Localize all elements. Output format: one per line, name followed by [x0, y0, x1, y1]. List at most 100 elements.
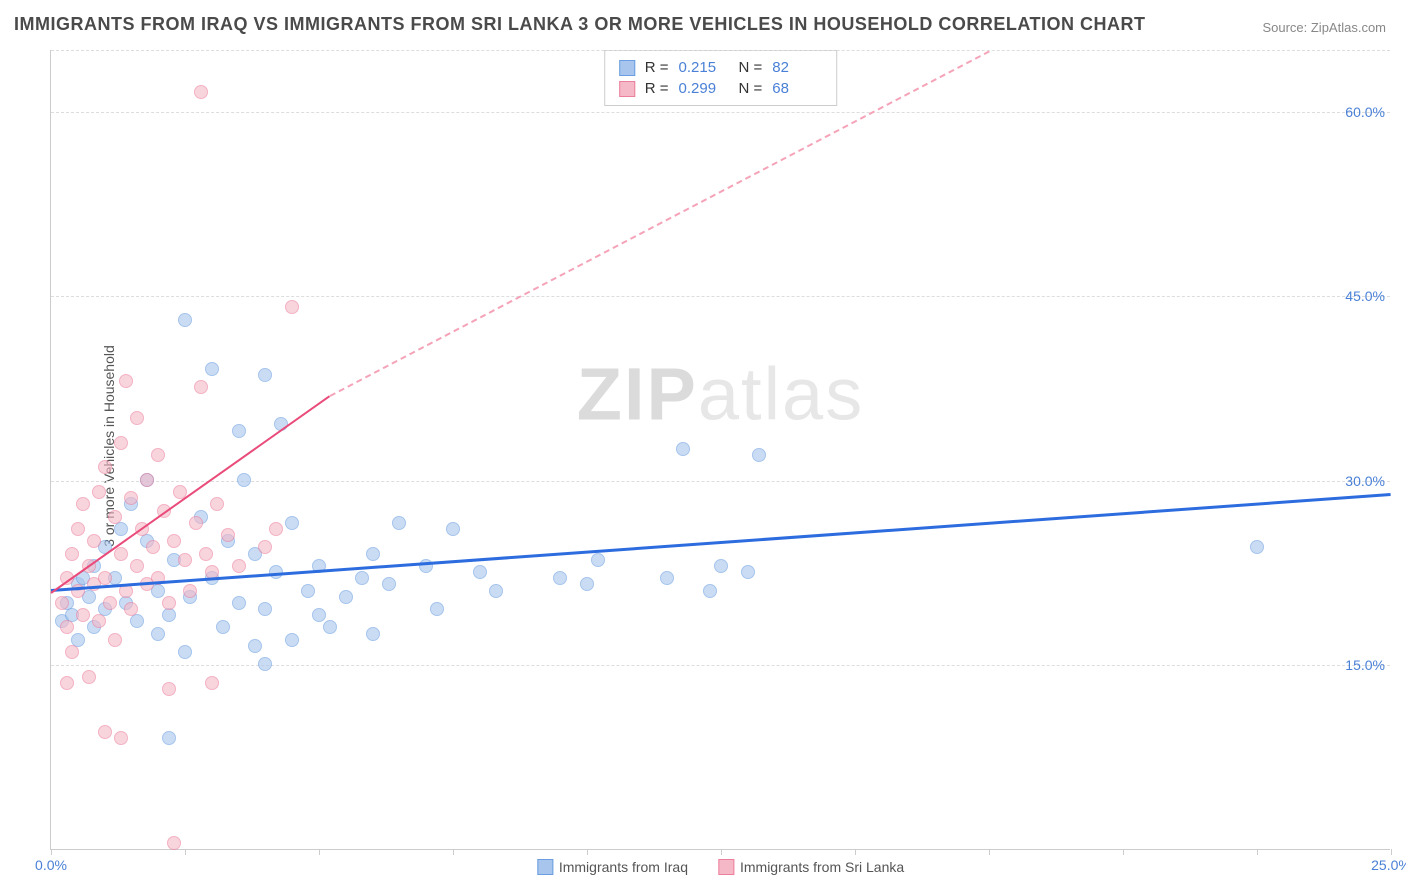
- data-point: [221, 528, 235, 542]
- data-point: [60, 620, 74, 634]
- x-tick: [1123, 849, 1124, 855]
- gridline: [51, 481, 1390, 482]
- data-point: [183, 584, 197, 598]
- r-value: 0.299: [679, 80, 729, 97]
- y-tick-label: 60.0%: [1345, 104, 1385, 120]
- data-point: [194, 85, 208, 99]
- data-point: [55, 596, 69, 610]
- data-point: [167, 836, 181, 850]
- data-point: [194, 380, 208, 394]
- data-point: [151, 627, 165, 641]
- data-point: [248, 639, 262, 653]
- chart-title: IMMIGRANTS FROM IRAQ VS IMMIGRANTS FROM …: [14, 14, 1146, 35]
- data-point: [178, 645, 192, 659]
- data-point: [205, 676, 219, 690]
- data-point: [76, 608, 90, 622]
- data-point: [703, 584, 717, 598]
- x-tick: [319, 849, 320, 855]
- data-point: [199, 547, 213, 561]
- data-point: [580, 577, 594, 591]
- x-tick: [453, 849, 454, 855]
- data-point: [71, 584, 85, 598]
- stats-row: R =0.299N =68: [619, 78, 823, 99]
- data-point: [366, 547, 380, 561]
- x-tick: [855, 849, 856, 855]
- n-value: 68: [772, 80, 822, 97]
- data-point: [114, 547, 128, 561]
- data-point: [714, 559, 728, 573]
- data-point: [140, 473, 154, 487]
- data-point: [114, 522, 128, 536]
- gridline: [51, 296, 1390, 297]
- stats-row: R =0.215N =82: [619, 57, 823, 78]
- data-point: [430, 602, 444, 616]
- data-point: [553, 571, 567, 585]
- data-point: [76, 497, 90, 511]
- data-point: [591, 553, 605, 567]
- data-point: [258, 657, 272, 671]
- regression-line: [51, 493, 1391, 591]
- data-point: [162, 682, 176, 696]
- data-point: [366, 627, 380, 641]
- data-point: [108, 633, 122, 647]
- data-point: [151, 448, 165, 462]
- data-point: [71, 522, 85, 536]
- n-label: N =: [739, 80, 763, 97]
- series-swatch: [619, 81, 635, 97]
- data-point: [130, 614, 144, 628]
- data-point: [237, 473, 251, 487]
- data-point: [146, 540, 160, 554]
- data-point: [752, 448, 766, 462]
- data-point: [489, 584, 503, 598]
- data-point: [65, 645, 79, 659]
- data-point: [162, 608, 176, 622]
- data-point: [178, 553, 192, 567]
- data-point: [285, 633, 299, 647]
- x-tick-label: 0.0%: [35, 857, 67, 873]
- data-point: [323, 620, 337, 634]
- data-point: [98, 725, 112, 739]
- data-point: [130, 411, 144, 425]
- data-point: [269, 522, 283, 536]
- data-point: [258, 602, 272, 616]
- source-attribution: Source: ZipAtlas.com: [1262, 20, 1386, 35]
- data-point: [216, 620, 230, 634]
- data-point: [178, 313, 192, 327]
- watermark-atlas: atlas: [698, 352, 864, 435]
- x-tick: [185, 849, 186, 855]
- data-point: [285, 516, 299, 530]
- data-point: [162, 731, 176, 745]
- data-point: [232, 596, 246, 610]
- data-point: [285, 300, 299, 314]
- r-label: R =: [645, 59, 669, 76]
- data-point: [162, 596, 176, 610]
- x-tick: [587, 849, 588, 855]
- legend-item: Immigrants from Sri Lanka: [718, 859, 904, 875]
- data-point: [232, 559, 246, 573]
- data-point: [210, 497, 224, 511]
- x-tick: [1257, 849, 1258, 855]
- data-point: [98, 571, 112, 585]
- x-tick: [989, 849, 990, 855]
- data-point: [92, 485, 106, 499]
- data-point: [382, 577, 396, 591]
- gridline: [51, 50, 1390, 51]
- data-point: [258, 540, 272, 554]
- n-value: 82: [772, 59, 822, 76]
- data-point: [60, 676, 74, 690]
- legend: Immigrants from Iraq Immigrants from Sri …: [537, 859, 904, 875]
- data-point: [741, 565, 755, 579]
- legend-label: Immigrants from Iraq: [559, 859, 688, 875]
- data-point: [339, 590, 353, 604]
- data-point: [92, 614, 106, 628]
- data-point: [124, 491, 138, 505]
- data-point: [87, 534, 101, 548]
- gridline: [51, 112, 1390, 113]
- series-swatch: [619, 60, 635, 76]
- data-point: [446, 522, 460, 536]
- data-point: [189, 516, 203, 530]
- watermark-zip: ZIP: [577, 352, 698, 435]
- data-point: [258, 368, 272, 382]
- y-tick-label: 30.0%: [1345, 473, 1385, 489]
- x-tick: [51, 849, 52, 855]
